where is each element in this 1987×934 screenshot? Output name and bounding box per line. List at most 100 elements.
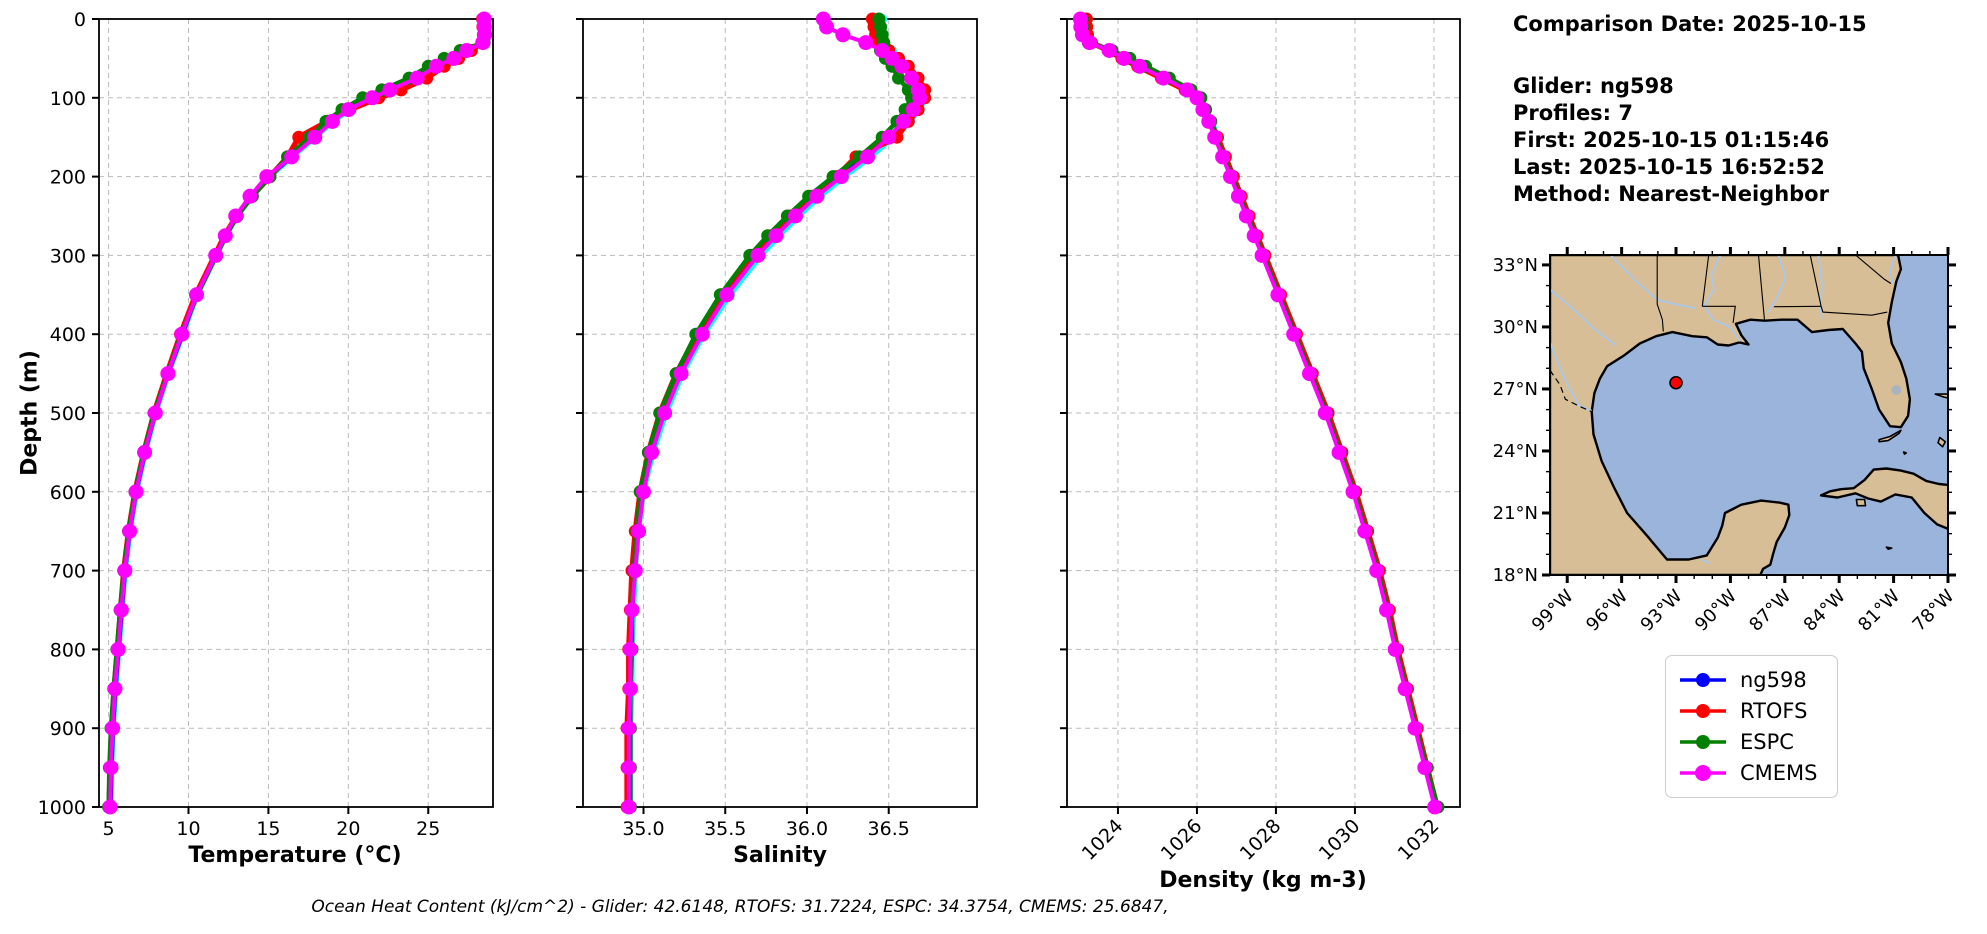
legend-marker-RTOFS (1696, 703, 1710, 718)
svg-text:20: 20 (336, 818, 360, 840)
svg-text:600: 600 (50, 482, 86, 504)
svg-text:36.5: 36.5 (868, 818, 910, 840)
density-CMEMS-markers (1072, 11, 1443, 815)
svg-text:700: 700 (50, 561, 86, 583)
map-river (1610, 255, 1697, 310)
svg-text:84°W: 84°W (1800, 586, 1850, 636)
map-land-polygon (1819, 467, 1948, 531)
legend-label-ng598: ng598 (1740, 667, 1807, 692)
svg-text:900: 900 (50, 718, 86, 740)
legend-label-cmems: CMEMS (1740, 761, 1818, 786)
map-ticks (1542, 247, 1956, 583)
salinity-grid (583, 18, 977, 808)
legend-item-cmems: CMEMS (1678, 758, 1825, 789)
depth-tick-labels: 0 100 200 300 400 500 600 700 800 900 1000 (38, 9, 86, 819)
legend-label-espc: ESPC (1740, 730, 1794, 755)
map-land-polygon (1937, 436, 1947, 448)
svg-text:300: 300 (50, 245, 86, 267)
method-text: Method: Nearest-Neighbor (1513, 182, 1829, 206)
temperature-CMEMS-markers (102, 11, 492, 815)
comparison-date-text: Comparison Date: 2025-10-15 (1513, 12, 1867, 36)
map-land-polygon (1855, 498, 1867, 507)
map-state-border (1656, 255, 1664, 332)
svg-text:5: 5 (103, 818, 115, 840)
map-state-border (1820, 306, 1888, 316)
profiles-count-text: Profiles: 7 (1513, 101, 1634, 125)
legend-marker-CMEMS (1695, 765, 1711, 782)
map-river (1550, 342, 1593, 412)
legend-key-rtofs (1680, 703, 1726, 718)
svg-text:15: 15 (256, 818, 280, 840)
svg-text:100: 100 (50, 88, 86, 110)
first-profile-time-text: First: 2025-10-15 01:15:46 (1513, 128, 1830, 152)
svg-text:36.0: 36.0 (786, 818, 828, 840)
svg-text:90°W: 90°W (1691, 586, 1741, 636)
map-lake-okeechobee (1891, 384, 1902, 395)
legend-item-rtofs: RTOFS (1678, 695, 1825, 726)
map-river (1766, 255, 1787, 313)
density-xtick-labels: 1024 1026 1028 1030 1032 (1078, 815, 1444, 865)
map-national-border (1550, 369, 1592, 413)
svg-text:81°W: 81°W (1854, 586, 1904, 636)
glider-location-marker (1669, 375, 1683, 390)
svg-text:18°N: 18°N (1493, 565, 1538, 586)
salinity-panel: 35.0 35.5 36.0 36.5 (576, 11, 978, 840)
density-axis-label: Density (kg m-3) (1159, 868, 1367, 893)
salinity-series-CMEMS (621, 11, 928, 815)
temperature-series-CMEMS (102, 11, 492, 815)
temperature-xtick-labels: 5 10 15 20 25 (103, 818, 441, 840)
metadata-block: Comparison Date: 2025-10-15 Glider: ng59… (1513, 12, 1867, 208)
svg-text:10: 10 (176, 818, 200, 840)
glider-info-lines: Glider: ng598 Profiles: 7 First: 2025-10… (1513, 73, 1867, 208)
map-land-polygon (1878, 429, 1902, 443)
density-ticks (1060, 18, 1435, 814)
salinity-ticks (576, 18, 890, 814)
map-land-polygon (1934, 393, 1948, 399)
svg-text:27°N: 27°N (1493, 379, 1538, 400)
legend: ng598 RTOFS ESPC CMEMS (1665, 655, 1838, 798)
map-land-polygon (1550, 255, 1912, 575)
ocean-heat-content-footer: Ocean Heat Content (kJ/cm^2) - Glider: 4… (311, 897, 1169, 917)
svg-text:24°N: 24°N (1493, 441, 1538, 462)
svg-text:33°N: 33°N (1493, 255, 1538, 276)
svg-text:35.5: 35.5 (704, 818, 746, 840)
svg-text:30°N: 30°N (1493, 317, 1538, 338)
map-state-border (1701, 255, 1710, 307)
salinity-xtick-labels: 35.0 35.5 36.0 36.5 (622, 818, 910, 840)
svg-text:500: 500 (50, 403, 86, 425)
salinity-CMEMS-markers (621, 11, 928, 815)
map-layers (1550, 255, 1948, 575)
legend-marker-ESPC (1696, 735, 1710, 750)
svg-text:25: 25 (416, 818, 440, 840)
map-state-border (1855, 255, 1892, 284)
map-river (1817, 255, 1823, 319)
map-river (1889, 255, 1897, 284)
glider-id-text: Glider: ng598 (1513, 74, 1674, 98)
map-land-polygon (1885, 546, 1893, 550)
temperature-axis-label: Temperature (°C) (188, 843, 402, 868)
salinity-ESPC-line (628, 16, 914, 810)
svg-text:99°W: 99°W (1528, 586, 1578, 636)
temperature-panel: 5 10 15 20 25 0 100 200 300 400 500 600 700 800 900 100… (38, 9, 494, 840)
density-series-CMEMS (1072, 11, 1443, 815)
svg-text:0: 0 (74, 9, 86, 31)
map-state-border (1809, 255, 1822, 307)
legend-item-espc: ESPC (1678, 727, 1825, 758)
svg-text:200: 200 (50, 167, 86, 189)
svg-text:1030: 1030 (1315, 815, 1365, 865)
gulf-of-mexico-map: 33°N 30°N 27°N 24°N 21°N 18°N99°W 96°W 93°W 90°W… (1493, 247, 1959, 636)
svg-text:21°N: 21°N (1493, 503, 1538, 524)
legend-item-ng598: ng598 (1678, 664, 1825, 695)
svg-text:400: 400 (50, 324, 86, 346)
legend-key-espc (1680, 735, 1726, 750)
map-state-border (1757, 255, 1766, 321)
legend-label-rtofs: RTOFS (1740, 698, 1808, 723)
svg-text:78°W: 78°W (1909, 586, 1959, 636)
svg-text:93°W: 93°W (1637, 586, 1687, 636)
salinity-axis-label: Salinity (733, 843, 827, 868)
depth-axis-label: Depth (m) (17, 350, 43, 476)
svg-text:87°W: 87°W (1745, 586, 1795, 636)
map-river (1703, 255, 1742, 342)
